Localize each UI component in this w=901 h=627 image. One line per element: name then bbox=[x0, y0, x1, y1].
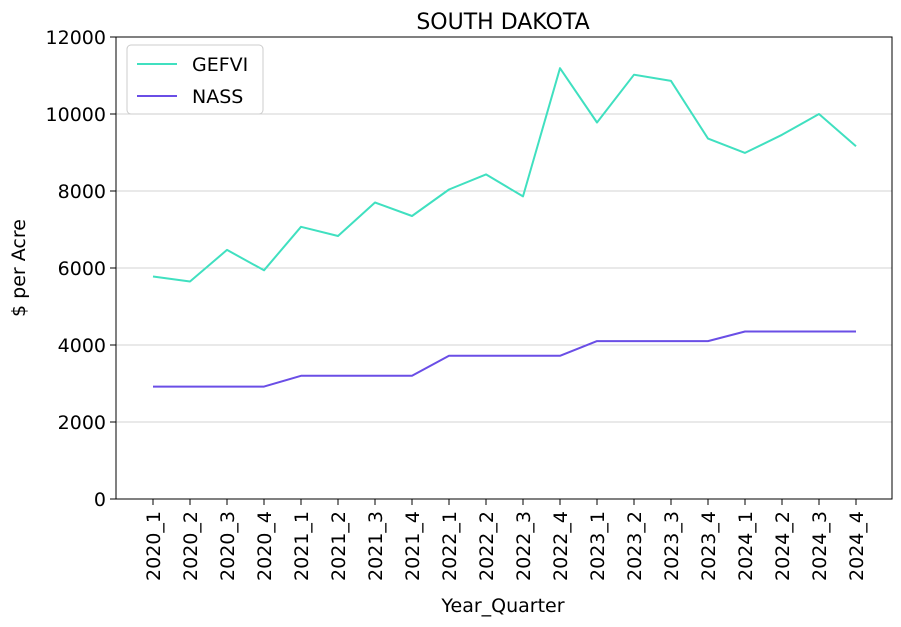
x-tick-label: 2023_2 bbox=[624, 511, 646, 581]
x-tick-label: 2023_1 bbox=[587, 511, 609, 581]
chart-title: SOUTH DAKOTA bbox=[416, 10, 589, 35]
x-tick-label: 2024_2 bbox=[772, 511, 794, 581]
y-tick-label: 12000 bbox=[46, 27, 106, 49]
series-lines bbox=[152, 67, 857, 388]
x-tick-label: 2023_4 bbox=[698, 511, 720, 581]
y-axis-label: $ per Acre bbox=[8, 219, 30, 317]
y-tick-label: 4000 bbox=[58, 335, 106, 357]
x-tick-label: 2022_3 bbox=[513, 511, 535, 581]
x-tick-label: 2021_4 bbox=[402, 511, 424, 581]
x-tick-label: 2020_3 bbox=[217, 511, 239, 581]
grid-lines bbox=[116, 113, 892, 423]
y-tick-label: 0 bbox=[94, 489, 106, 511]
x-tick-label: 2024_4 bbox=[846, 511, 868, 581]
legend-label-gefvi: GEFVI bbox=[192, 54, 248, 76]
x-tick-label: 2024_1 bbox=[735, 511, 757, 581]
legend: GEFVI NASS bbox=[126, 44, 264, 115]
x-tick-label: 2023_3 bbox=[661, 511, 683, 581]
x-tick-label: 2020_4 bbox=[254, 511, 276, 581]
y-axis: 0 2000 4000 6000 8000 10000 12000 bbox=[46, 27, 116, 511]
x-tick-label: 2021_3 bbox=[365, 511, 387, 581]
x-tick-label: 2022_2 bbox=[476, 511, 498, 581]
x-tick-label: 2020_1 bbox=[143, 511, 165, 581]
x-tick-label: 2022_1 bbox=[439, 511, 461, 581]
x-tick-label: 2021_2 bbox=[328, 511, 350, 581]
series-line-gefvi bbox=[152, 67, 857, 283]
x-tick-label: 2020_2 bbox=[180, 511, 202, 581]
y-tick-label: 10000 bbox=[46, 104, 106, 126]
y-tick-label: 8000 bbox=[58, 181, 106, 203]
x-tick-label: 2024_3 bbox=[809, 511, 831, 581]
legend-label-nass: NASS bbox=[192, 86, 243, 108]
x-tick-label: 2021_1 bbox=[291, 511, 313, 581]
x-axis: 2020_1 2020_2 2020_3 2020_4 2021_1 2021_2 2021… bbox=[143, 499, 868, 581]
y-tick-label: 2000 bbox=[58, 412, 106, 434]
x-axis-label: Year_Quarter bbox=[440, 595, 564, 617]
y-tick-label: 6000 bbox=[58, 258, 106, 280]
x-tick-label: 2022_4 bbox=[550, 511, 572, 581]
series-line-nass bbox=[153, 330, 856, 388]
